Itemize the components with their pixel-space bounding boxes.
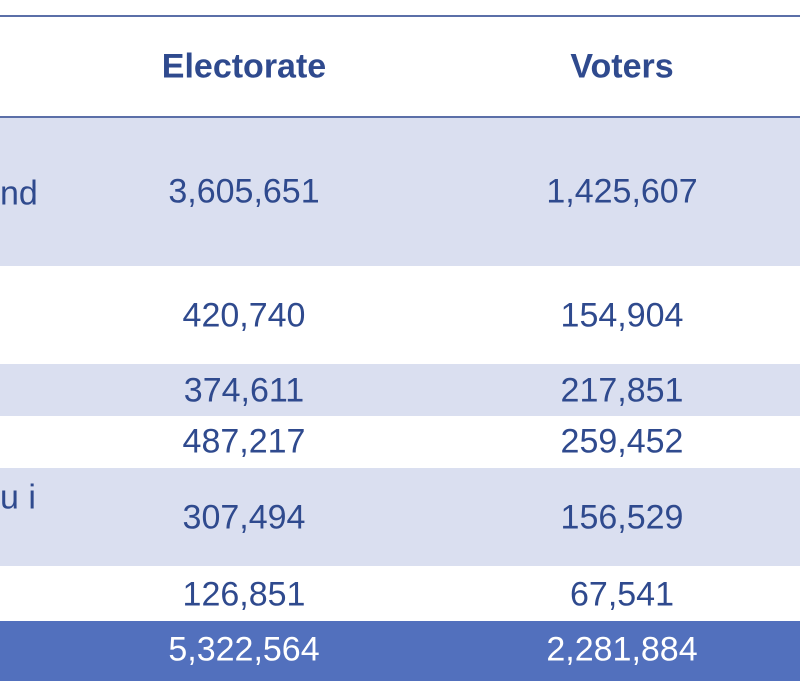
header-voters: Voters bbox=[570, 47, 674, 86]
voters-cell: 259,452 bbox=[560, 422, 684, 461]
total-voters-cell: 2,281,884 bbox=[546, 630, 698, 669]
voters-cell: 154,904 bbox=[560, 296, 684, 335]
row-label: u i bbox=[0, 478, 36, 517]
electorate-cell: 126,851 bbox=[182, 575, 306, 614]
electorate-cell: 3,605,651 bbox=[168, 172, 320, 211]
row-label: nd bbox=[0, 174, 38, 213]
electorate-cell: 307,494 bbox=[182, 498, 306, 537]
header-electorate: Electorate bbox=[161, 47, 327, 86]
table-row: 487,217 259,452 bbox=[0, 416, 800, 468]
total-electorate-cell: 5,322,564 bbox=[168, 630, 320, 669]
voters-cell: 217,851 bbox=[560, 371, 684, 410]
table-row: 374,611 217,851 bbox=[0, 364, 800, 416]
electorate-cell: 374,611 bbox=[183, 371, 305, 410]
voters-cell: 1,425,607 bbox=[546, 172, 698, 211]
total-row: 5,322,564 2,281,884 bbox=[0, 621, 800, 681]
electorate-cell: 420,740 bbox=[182, 296, 306, 335]
table-row: 420,740 154,904 bbox=[0, 266, 800, 364]
table-row: u i 307,494 156,529 bbox=[0, 468, 800, 566]
header-rule bbox=[0, 116, 800, 118]
voters-cell: 67,541 bbox=[570, 575, 674, 614]
voters-cell: 156,529 bbox=[560, 498, 684, 537]
electorate-cell: 487,217 bbox=[182, 422, 306, 461]
table-row: nd 3,605,651 1,425,607 bbox=[0, 118, 800, 266]
table-row: 126,851 67,541 bbox=[0, 566, 800, 621]
table-top-rule bbox=[0, 15, 800, 17]
